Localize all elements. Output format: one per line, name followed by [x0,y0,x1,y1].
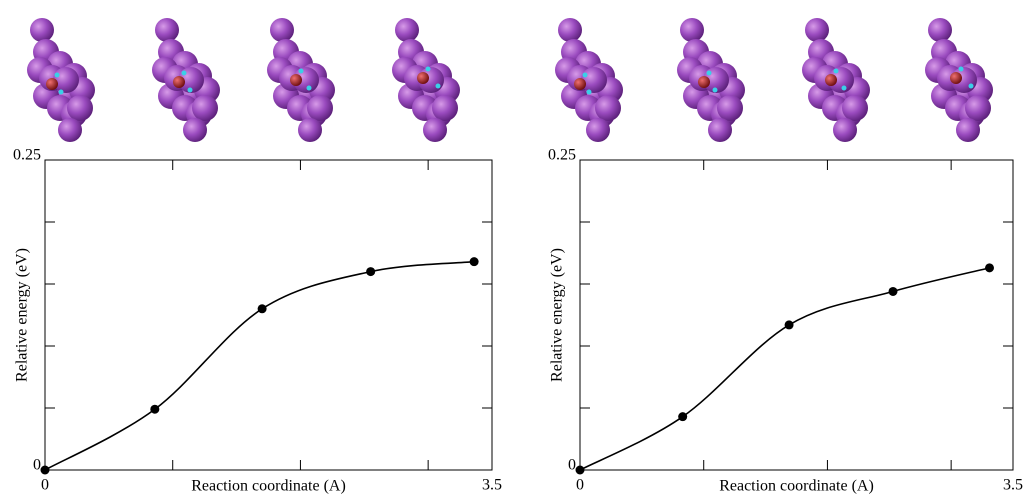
atom [928,18,952,42]
atom [586,118,610,142]
atom [298,118,322,142]
molecule [27,18,95,142]
molecule [267,18,335,142]
hydrogen [842,86,847,91]
atom [155,18,179,42]
atom [53,67,79,93]
data-point [41,466,50,475]
x-axis-label: Reaction coordinate (A) [191,478,346,495]
figure: 0 0.25 0 3.5 Reaction coordinate (A) Relative… [0,0,1033,497]
hydrogen [587,90,592,95]
x-tick-label: 0 [576,477,584,494]
hydrogen [436,84,441,89]
data-point [470,257,479,266]
energy-curve [580,268,989,470]
x-tick-label: 0 [41,477,49,494]
y-axis-label: Relative energy (eV) [549,248,566,382]
data-point [888,287,897,296]
atom [581,67,607,93]
data-point [150,405,159,414]
atom [307,95,333,121]
atom [595,95,621,121]
hydrogen [583,73,588,78]
atom [67,95,93,121]
molecule-images [27,18,993,142]
atom [423,118,447,142]
atom [558,18,582,42]
oxygen [698,76,710,88]
atom [805,18,829,42]
data-point [678,412,687,421]
molecule [555,18,623,142]
hydrogen [969,84,974,89]
atom [395,18,419,42]
hydrogen [959,67,964,72]
atom [833,118,857,142]
hydrogen [59,90,64,95]
hydrogen [307,86,312,91]
data-point [785,320,794,329]
oxygen [173,76,185,88]
hydrogen [299,69,304,74]
atom [432,95,458,121]
energy-curve [45,262,474,470]
plot-frame [45,160,492,470]
x-tick-label: 3.5 [1003,477,1023,494]
y-tick-label: 0 [568,457,576,474]
y-axis-label: Relative energy (eV) [14,248,31,382]
plot-frame [580,160,1013,470]
hydrogen [426,67,431,72]
molecule [802,18,870,142]
hydrogen [188,88,193,93]
hydrogen [182,71,187,76]
oxygen [825,74,837,86]
molecule [677,18,745,142]
y-tick-label: 0 [33,457,41,474]
oxygen [417,72,429,84]
data-point [366,267,375,276]
atom [956,118,980,142]
molecule [392,18,460,142]
oxygen [574,78,586,90]
oxygen [290,74,302,86]
y-tick-label: 0.25 [548,147,576,164]
molecule [152,18,220,142]
atom [183,118,207,142]
hydrogen [707,71,712,76]
oxygen [950,72,962,84]
hydrogen [834,69,839,74]
x-tick-label: 3.5 [482,477,502,494]
x-axis-label: Reaction coordinate (A) [719,478,874,495]
atom [717,95,743,121]
data-point [576,466,585,475]
atom [842,95,868,121]
atom [270,18,294,42]
oxygen [46,78,58,90]
data-point [985,263,994,272]
atom [192,95,218,121]
molecule [925,18,993,142]
atom [965,95,991,121]
y-tick-label: 0.25 [13,147,41,164]
atom [708,118,732,142]
atom [680,18,704,42]
hydrogen [55,73,60,78]
atom [30,18,54,42]
data-point [258,304,267,313]
hydrogen [713,88,718,93]
atom [58,118,82,142]
